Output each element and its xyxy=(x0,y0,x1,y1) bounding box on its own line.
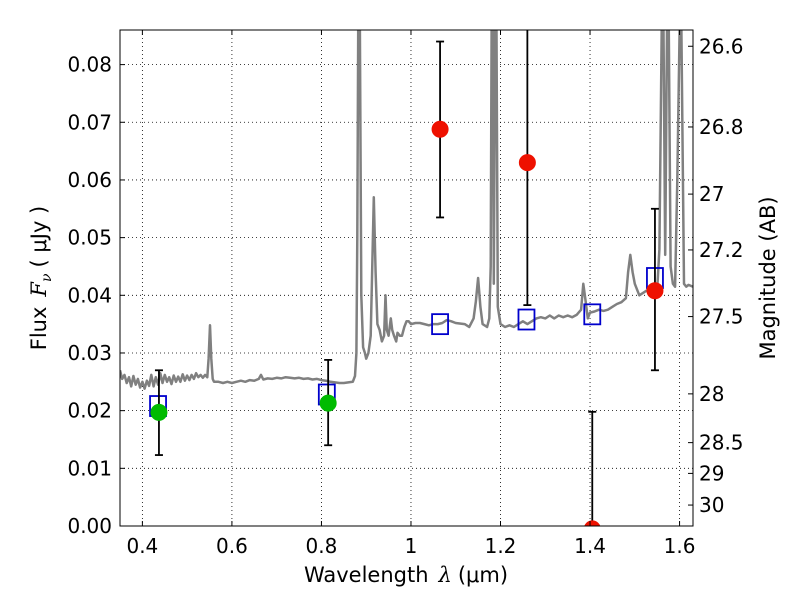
x-axis-label: Wavelength λ (μm) xyxy=(304,563,508,587)
data-point xyxy=(319,394,337,412)
y-tick-label: 0.04 xyxy=(67,283,112,307)
x-tick-label: 1.6 xyxy=(664,534,696,558)
y-axis-label: Flux Fν ( μJy ) xyxy=(27,206,55,350)
y-tick-label: 0.05 xyxy=(67,226,112,250)
data-layer xyxy=(120,30,693,526)
plot-background xyxy=(120,30,693,526)
y-tick-label: 0.07 xyxy=(67,110,112,134)
data-point xyxy=(646,282,664,300)
y-tick-label: 0.03 xyxy=(67,341,112,365)
data-point xyxy=(150,403,168,421)
x-tick-label: 0.6 xyxy=(216,534,248,558)
y-tick-label: 0.02 xyxy=(67,399,112,423)
x-tick-label: 0.8 xyxy=(306,534,338,558)
y-tick-label: 0.06 xyxy=(67,168,112,192)
model-square-marker xyxy=(583,303,602,326)
x-tick-label: 1 xyxy=(405,534,418,558)
ticks xyxy=(120,30,693,527)
x-axis-label-unit: (μm) xyxy=(458,563,508,587)
tick-labels: 0.4 0.6 0.8 1 1.2 1.4 1.6 0.00 0.01 0.02 0.03 0.04 0… xyxy=(67,34,743,558)
y2-tick-label: 28 xyxy=(699,382,724,406)
y2-tick-label: 27.2 xyxy=(699,238,744,262)
x-axis-label-math: λ xyxy=(438,563,452,587)
data-point xyxy=(431,120,449,138)
model-square-marker xyxy=(431,313,449,336)
y2-tick-label: 27.5 xyxy=(699,305,744,329)
x-axis-label-text: Wavelength xyxy=(304,563,429,587)
data-point xyxy=(518,154,536,172)
y-axis-label-sub: ν xyxy=(39,273,55,282)
spectrum-line xyxy=(120,30,693,390)
y2-tick-label: 26.8 xyxy=(699,115,744,139)
plot-frame xyxy=(119,29,694,527)
y-axis-label-text: Flux xyxy=(27,307,51,351)
y-axis-label-math: F xyxy=(27,281,51,298)
y2-tick-label: 29 xyxy=(699,461,724,485)
y2-tick-label: 30 xyxy=(699,493,724,517)
y2-tick-label: 26.6 xyxy=(699,34,744,58)
y-tick-label: 0.00 xyxy=(67,514,112,538)
grid xyxy=(120,30,693,527)
x-tick-label: 0.4 xyxy=(126,534,158,558)
y-axis-label-unit: ( μJy ) xyxy=(27,206,51,268)
x-tick-label: 1.4 xyxy=(574,534,606,558)
y2-axis-label: Magnitude (AB) xyxy=(756,196,780,359)
y2-tick-label: 27 xyxy=(699,182,724,206)
model-square-marker xyxy=(517,308,536,331)
y2-tick-label: 28.5 xyxy=(699,431,744,455)
y-tick-label: 0.01 xyxy=(67,456,112,480)
x-tick-label: 1.2 xyxy=(485,534,517,558)
y-tick-label: 0.08 xyxy=(67,53,112,77)
data-point xyxy=(584,520,601,526)
